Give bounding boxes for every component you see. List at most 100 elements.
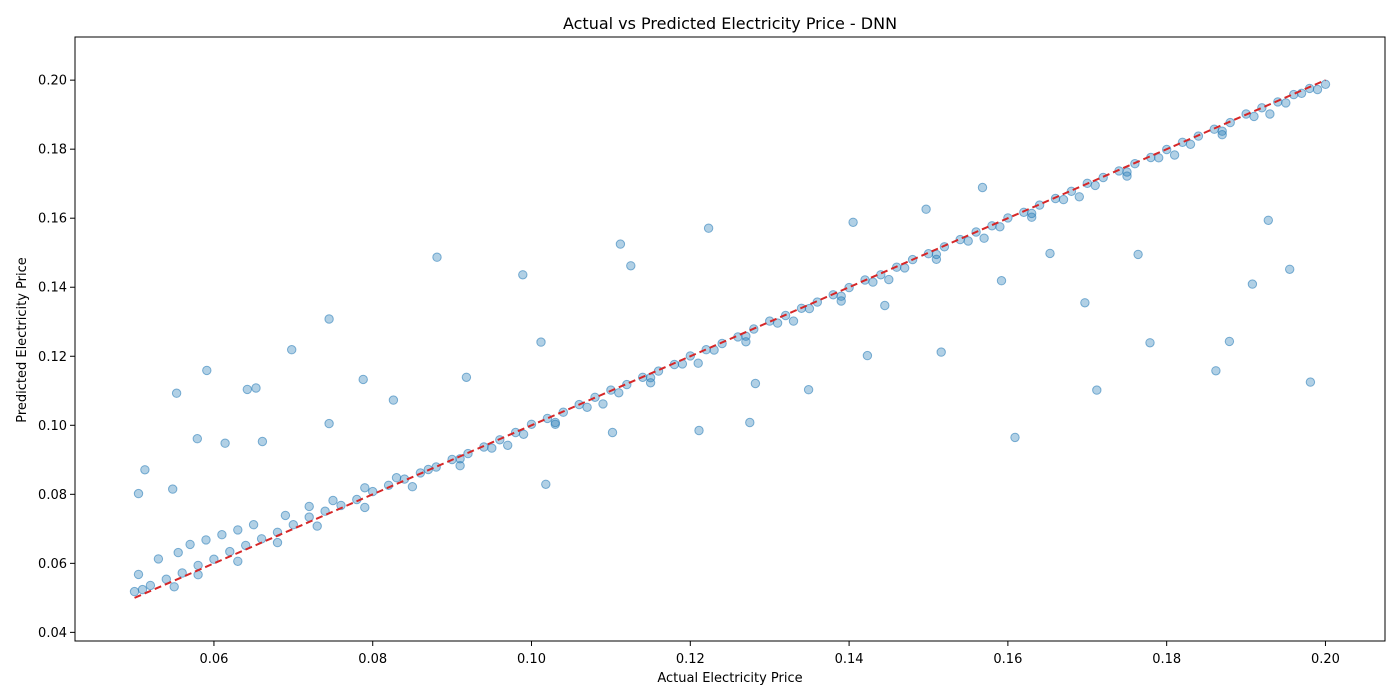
- data-point: [1034, 200, 1045, 210]
- data-point: [324, 314, 334, 324]
- data-point: [358, 374, 368, 385]
- data-point: [248, 520, 259, 530]
- data-point: [836, 296, 846, 306]
- data-point: [242, 384, 253, 395]
- data-point: [741, 337, 751, 347]
- x-tick-label: 0.12: [676, 652, 705, 667]
- data-point: [145, 580, 156, 591]
- data-point: [287, 345, 297, 355]
- data-point: [185, 539, 195, 550]
- y-tick-label: 0.12: [38, 350, 67, 365]
- data-point: [432, 252, 442, 262]
- data-point: [129, 586, 140, 597]
- data-point: [1092, 385, 1102, 395]
- data-point: [750, 378, 761, 389]
- data-point: [177, 568, 187, 578]
- data-point: [233, 525, 243, 535]
- data-point: [193, 570, 203, 580]
- x-tick-label: 0.06: [199, 652, 228, 667]
- data-point: [848, 217, 858, 228]
- data-point: [1177, 137, 1188, 148]
- x-tick-label: 0.18: [1152, 652, 1181, 667]
- data-point: [133, 488, 144, 499]
- x-axis-label: Actual Electricity Price: [657, 671, 802, 686]
- data-point: [431, 462, 441, 472]
- data-point: [201, 535, 211, 545]
- data-point: [977, 182, 988, 193]
- data-point: [1074, 192, 1085, 202]
- data-point: [804, 303, 815, 314]
- data-point: [550, 419, 560, 429]
- x-axis: 0.06 0.08 0.10 0.12 0.14 0.16 0.18 0.20: [199, 641, 1340, 667]
- data-point: [582, 402, 592, 412]
- data-point: [1217, 126, 1227, 136]
- x-tick-label: 0.08: [358, 652, 387, 667]
- data-point: [1312, 84, 1323, 95]
- data-point: [1080, 298, 1090, 308]
- data-point: [693, 358, 703, 368]
- data-point: [1305, 377, 1316, 387]
- chart-title: Actual vs Predicted Electricity Price - …: [563, 14, 897, 33]
- data-point: [140, 465, 150, 475]
- data-point: [1285, 264, 1295, 274]
- data-point: [963, 236, 973, 246]
- data-point: [536, 337, 546, 347]
- data-point: [1027, 212, 1037, 222]
- data-point: [1296, 88, 1307, 99]
- data-point: [1010, 432, 1020, 443]
- data-point: [703, 223, 714, 233]
- data-point: [772, 318, 783, 328]
- data-point: [1133, 249, 1143, 260]
- y-axis-label: Predicted Electricity Price: [15, 257, 30, 423]
- data-point: [272, 537, 283, 548]
- data-point: [1263, 215, 1274, 226]
- data-point: [788, 316, 799, 326]
- x-tick-label: 0.16: [993, 652, 1022, 667]
- data-point: [360, 483, 370, 493]
- data-point: [921, 204, 931, 214]
- data-point: [153, 554, 164, 564]
- y-axis: 0.04 0.06 0.08 0.10 0.12 0.14 0.16 0.18 0.20: [38, 74, 75, 641]
- data-point: [880, 300, 890, 311]
- data-point: [1247, 279, 1258, 289]
- data-point: [1265, 109, 1275, 119]
- data-point: [169, 582, 179, 592]
- data-point: [518, 270, 528, 280]
- data-point: [542, 413, 553, 424]
- data-point: [884, 274, 894, 285]
- data-point: [233, 556, 243, 566]
- data-point: [996, 276, 1007, 286]
- data-point: [1090, 180, 1100, 191]
- data-point: [133, 569, 144, 580]
- data-point: [836, 291, 846, 301]
- x-tick-label: 0.14: [835, 652, 864, 667]
- data-point: [407, 482, 418, 492]
- data-point: [1185, 139, 1196, 150]
- y-tick-label: 0.04: [38, 626, 67, 641]
- data-point: [590, 392, 600, 402]
- data-point: [694, 425, 704, 436]
- data-point: [324, 418, 334, 429]
- data-point: [202, 365, 212, 376]
- plot-frame: [74, 36, 1386, 642]
- data-point: [220, 438, 230, 448]
- data-point: [1169, 150, 1180, 160]
- y-tick-label: 0.06: [38, 557, 67, 572]
- data-point: [336, 500, 346, 511]
- data-point: [391, 473, 402, 483]
- data-point: [455, 461, 465, 471]
- data-point: [1249, 111, 1259, 122]
- data-point: [645, 378, 656, 388]
- data-point: [388, 395, 399, 405]
- data-point: [137, 584, 148, 595]
- y-tick-label: 0.10: [38, 419, 67, 434]
- y-tick-label: 0.18: [38, 143, 67, 158]
- data-point: [304, 501, 314, 512]
- data-point: [1320, 79, 1331, 90]
- data-point: [614, 388, 624, 398]
- data-point: [251, 383, 261, 393]
- data-point: [803, 385, 814, 395]
- data-point: [288, 520, 298, 530]
- data-point: [487, 443, 497, 453]
